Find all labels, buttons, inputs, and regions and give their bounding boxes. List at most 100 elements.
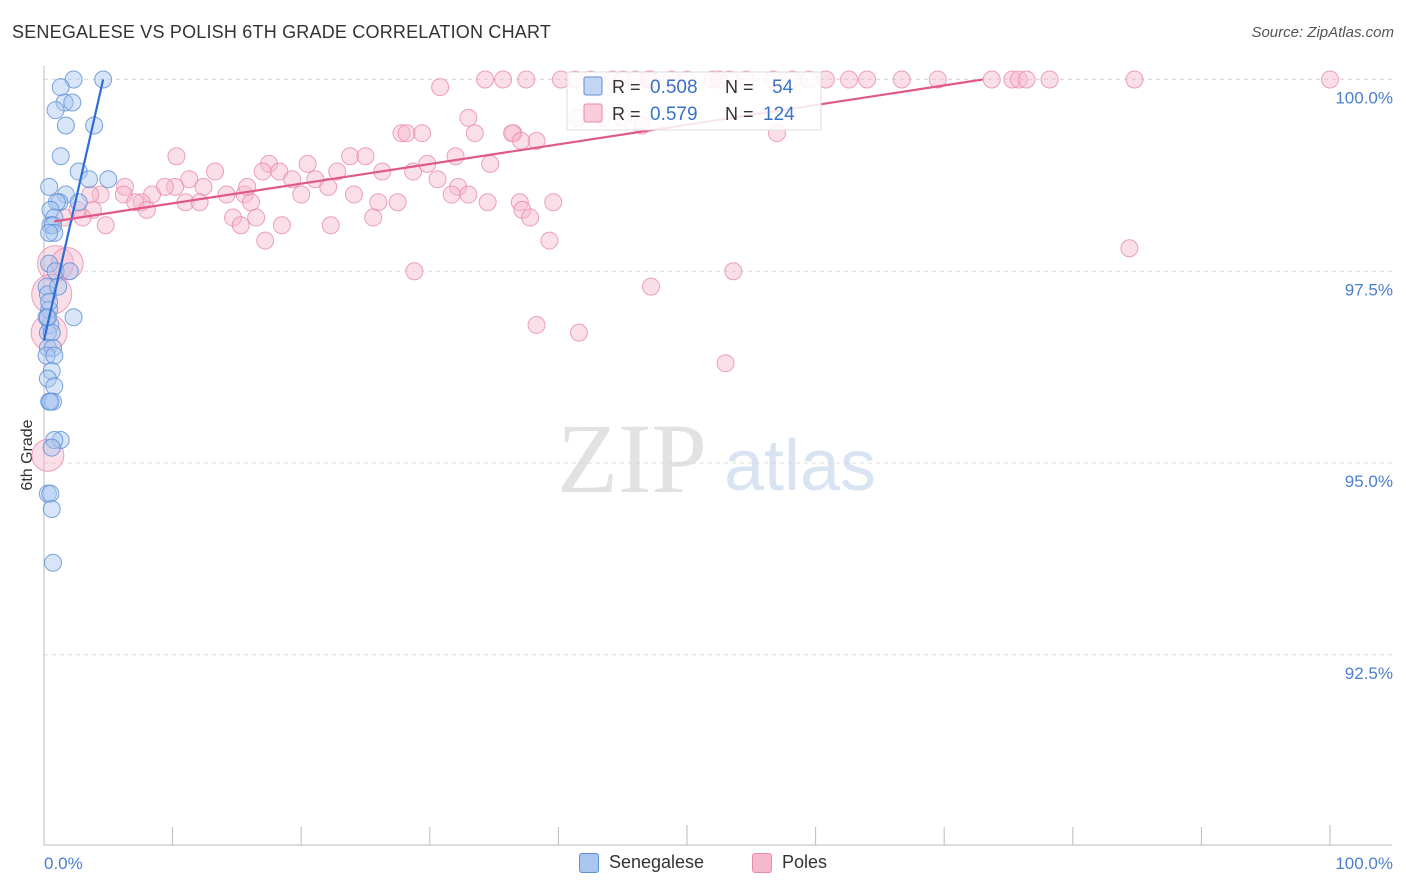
poles-point: [91, 185, 110, 204]
poles-point: [328, 162, 347, 181]
poles-point: [392, 124, 411, 143]
stats-n-label-blue: N =: [725, 77, 754, 97]
senegalese-point: [45, 223, 64, 242]
senegalese-point: [40, 223, 59, 242]
stats-swatch-blue: [583, 76, 603, 96]
stats-swatch-pink: [583, 103, 603, 123]
senegalese-point: [99, 170, 118, 189]
poles-point: [840, 70, 859, 89]
poles-point: [260, 154, 279, 173]
y-tick-labels: 100.0% 97.5% 95.0% 92.5%: [1335, 89, 1393, 683]
senegalese-point: [44, 553, 63, 572]
legend: Senegalese Poles: [0, 852, 1406, 873]
poles-point: [167, 147, 186, 166]
poles-point: [319, 177, 338, 196]
poles-point: [858, 70, 877, 89]
senegalese-point: [51, 147, 70, 166]
senegalese-point: [40, 177, 59, 196]
poles-point: [166, 177, 185, 196]
y-tick-label: 95.0%: [1345, 472, 1393, 491]
poles-point: [481, 154, 500, 173]
x-tick-label-min: 0.0%: [44, 854, 83, 873]
poles-point: [641, 277, 660, 296]
poles-point: [521, 208, 540, 227]
poles-point: [137, 200, 156, 219]
poles-point: [503, 124, 522, 143]
stats-box: R = 0.508 N = 54 R = 0.579 N = 124: [566, 71, 822, 131]
poles-point: [569, 323, 588, 342]
poles-point: [1040, 70, 1059, 89]
watermark-zip: ZIP: [557, 403, 707, 514]
poles-point: [1125, 70, 1144, 89]
poles-point: [517, 70, 536, 89]
senegalese-point: [64, 308, 83, 327]
senegalese-points: [37, 70, 118, 572]
source-credit: Source: ZipAtlas.com: [1251, 24, 1394, 41]
poles-point: [356, 147, 375, 166]
poles-point: [449, 177, 468, 196]
poles-point: [388, 193, 407, 212]
legend-label-senegalese: Senegalese: [608, 852, 705, 872]
senegalese-point: [45, 377, 64, 396]
poles-point: [527, 131, 546, 150]
senegalese-point: [63, 93, 82, 112]
poles-point: [459, 108, 478, 127]
stats-r-label-blue: R =: [612, 77, 641, 97]
poles-point: [1120, 239, 1139, 258]
x-tick-label-max: 100.0%: [1335, 854, 1393, 873]
senegalese-point: [80, 170, 99, 189]
poles-point: [96, 216, 115, 235]
poles-point: [292, 185, 311, 204]
senegalese-point: [41, 392, 60, 411]
stats-n-label-pink: N =: [725, 104, 754, 124]
poles-point: [253, 162, 272, 181]
senegalese-point: [42, 500, 61, 519]
stats-r-label-pink: R =: [612, 104, 641, 124]
poles-point: [512, 131, 531, 150]
legend-label-poles: Poles: [782, 852, 828, 872]
poles-point: [298, 154, 317, 173]
poles-point: [465, 124, 484, 143]
poles-point: [527, 315, 546, 334]
poles-point: [442, 185, 461, 204]
poles-point: [116, 177, 135, 196]
poles-point: [446, 147, 465, 166]
stats-r-value-pink: 0.579: [650, 104, 698, 125]
poles-point: [716, 354, 735, 373]
senegalese-point: [42, 438, 61, 457]
poles-point: [428, 170, 447, 189]
senegalese-point: [60, 262, 79, 281]
poles-point: [478, 193, 497, 212]
poles-point: [1017, 70, 1036, 89]
watermark-atlas: atlas: [724, 426, 876, 506]
senegalese-point: [38, 285, 57, 304]
poles-point: [413, 124, 432, 143]
stats-r-value-blue: 0.508: [650, 77, 698, 98]
legend-item-senegalese[interactable]: Senegalese: [578, 852, 705, 873]
poles-point: [364, 208, 383, 227]
poles-point: [397, 124, 416, 143]
poles-point: [194, 177, 213, 196]
poles-point: [513, 200, 532, 219]
senegalese-point: [45, 346, 64, 365]
poles-point: [1321, 70, 1339, 89]
poles-point: [256, 231, 275, 250]
poles-points: [30, 70, 1339, 472]
poles-point: [540, 231, 559, 250]
poles-point: [431, 78, 450, 97]
poles-point: [476, 70, 495, 89]
poles-point: [982, 70, 1001, 89]
stats-n-value-pink: 124: [763, 104, 795, 125]
legend-item-poles[interactable]: Poles: [752, 852, 827, 873]
poles-point: [341, 147, 360, 166]
poles-point: [206, 162, 225, 181]
poles-point: [459, 185, 478, 204]
poles-point: [892, 70, 911, 89]
senegalese-point: [69, 193, 88, 212]
poles-point: [369, 193, 388, 212]
poles-point: [321, 216, 340, 235]
poles-point: [1003, 70, 1022, 89]
y-tick-label: 100.0%: [1335, 89, 1393, 108]
poles-point: [544, 193, 563, 212]
